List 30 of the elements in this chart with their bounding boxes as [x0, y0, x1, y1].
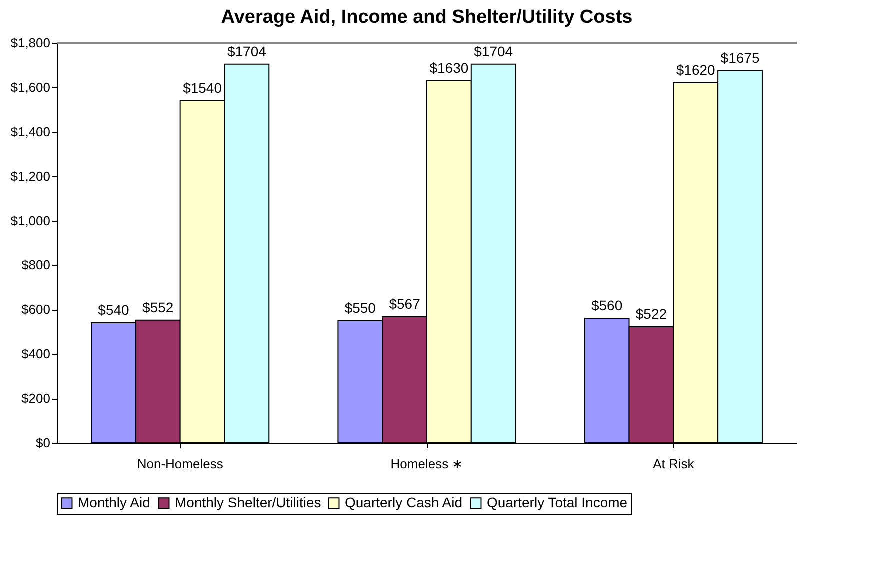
- data-label: $567: [389, 296, 421, 312]
- legend-label: Quarterly Total Income: [487, 494, 628, 510]
- y-tick-label: $200: [22, 391, 50, 406]
- data-label: $552: [142, 299, 174, 316]
- legend-label: Monthly Shelter/Utilities: [175, 494, 322, 510]
- legend-label: Monthly Aid: [78, 494, 150, 510]
- y-tick-label: $1,600: [10, 80, 50, 95]
- y-tick-label: $1,800: [10, 36, 50, 50]
- y-tick-label: $1,000: [10, 213, 50, 228]
- legend-label: Quarterly Cash Aid: [345, 494, 462, 510]
- data-label: $540: [98, 302, 130, 318]
- x-tick-label: Homeless ∗: [390, 456, 464, 472]
- data-label: $550: [344, 300, 376, 316]
- data-label: $1620: [676, 62, 716, 78]
- x-tick-label: Non-Homeless: [137, 456, 224, 472]
- y-tick-label: $600: [22, 302, 50, 318]
- data-label: $1675: [720, 50, 760, 66]
- data-label: $1704: [227, 43, 267, 60]
- chart-title: Average Aid, Income and Shelter/Utility Costs: [221, 7, 633, 28]
- data-label: $1630: [430, 60, 469, 76]
- y-tick-label: $0: [36, 436, 50, 450]
- x-tick-label: At Risk: [653, 456, 695, 472]
- data-label: $522: [636, 306, 668, 322]
- y-tick-label: $400: [22, 346, 50, 362]
- data-label: $1704: [474, 43, 514, 60]
- y-tick-label: $1,400: [10, 124, 50, 140]
- y-tick-label: $800: [22, 258, 50, 273]
- data-label: $560: [591, 298, 623, 314]
- data-label: $1540: [183, 80, 222, 96]
- y-tick-label: $1,200: [10, 168, 50, 184]
